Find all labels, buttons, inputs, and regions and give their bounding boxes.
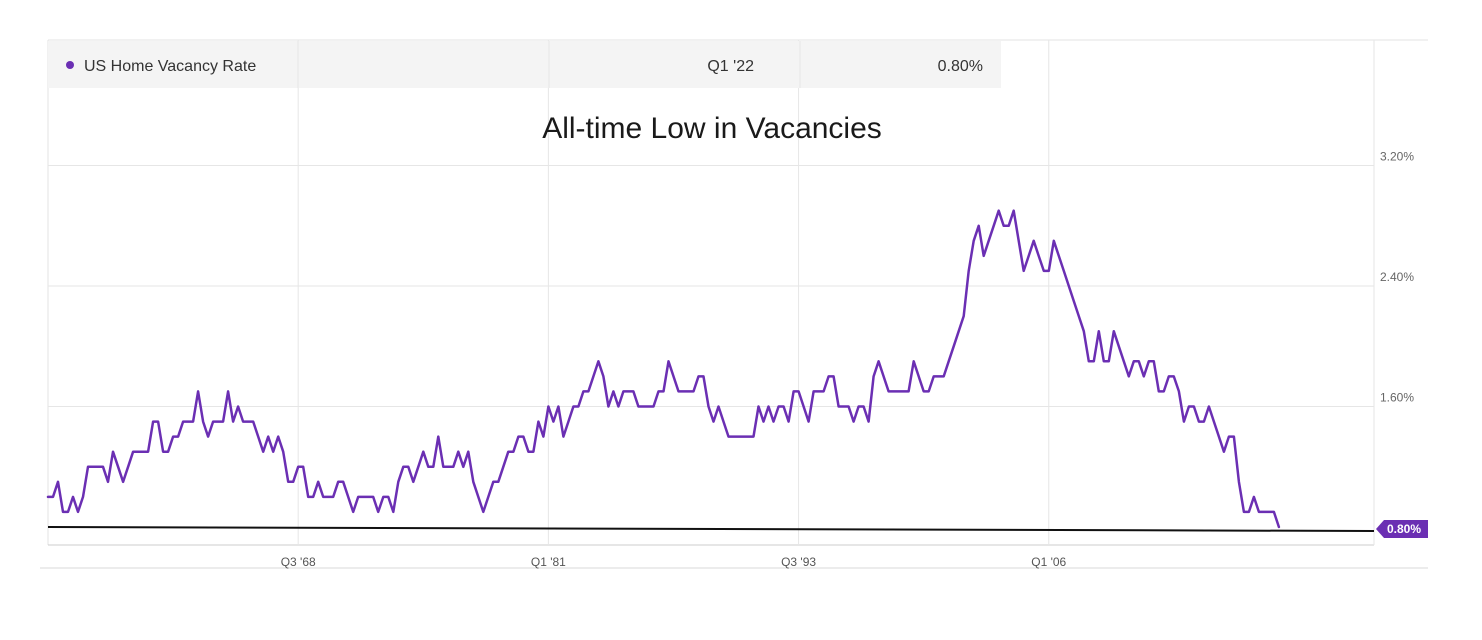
legend-value: 0.80%: [938, 58, 983, 75]
x-tick-label: Q3 '93: [781, 555, 816, 569]
current-level-line: [47, 526, 1375, 532]
legend-background: [48, 41, 1001, 88]
legend-period: Q1 '22: [707, 58, 754, 75]
last-value-badge: 0.80%: [1376, 520, 1428, 538]
y-tick-label: 1.60%: [1380, 391, 1414, 405]
legend-series-dot: [66, 61, 74, 69]
badge-shape: [1376, 520, 1428, 538]
y-axis-ticks: 1.60% 2.40% 3.20%: [1380, 150, 1414, 405]
grid-lines: [48, 40, 1375, 545]
plot-frame: [40, 39, 1428, 569]
chart-title: All-time Low in Vacancies: [542, 112, 882, 145]
legend-series-name: US Home Vacancy Rate: [84, 58, 256, 75]
series-line-us-home-vacancy-rate: [46, 209, 1281, 529]
y-tick-label: 3.20%: [1380, 150, 1414, 164]
x-tick-label: Q1 '81: [531, 555, 566, 569]
x-axis-ticks: Q3 '68 Q1 '81 Q3 '93 Q1 '06: [281, 555, 1067, 569]
x-tick-label: Q1 '06: [1031, 555, 1066, 569]
legend[interactable]: US Home Vacancy Rate Q1 '22 0.80%: [48, 41, 1001, 88]
badge-value: 0.80%: [1387, 522, 1421, 536]
x-tick-label: Q3 '68: [281, 555, 316, 569]
y-tick-label: 2.40%: [1380, 270, 1414, 284]
